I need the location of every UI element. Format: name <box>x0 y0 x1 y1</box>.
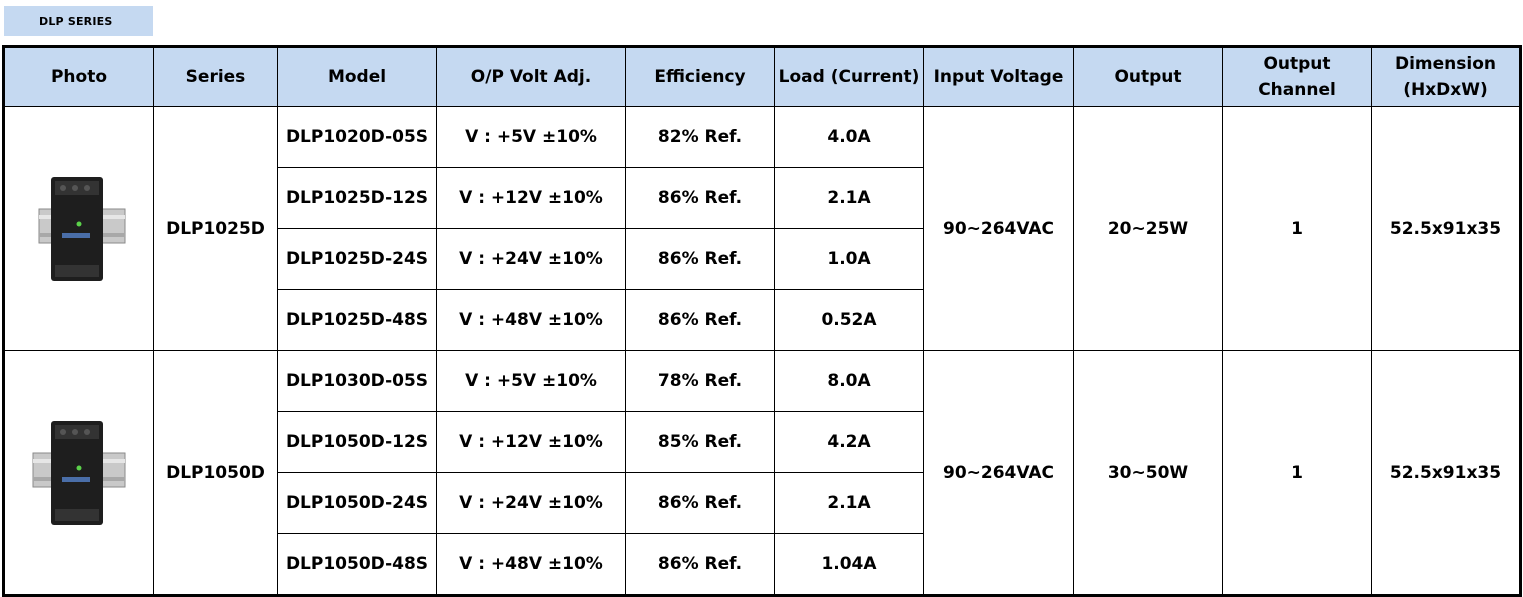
load-cell: 8.0A <box>774 350 924 412</box>
load-cell: 0.52A <box>774 289 924 351</box>
dimension-cell: 52.5x91x35 <box>1371 106 1521 351</box>
efficiency-cell: 86% Ref. <box>625 289 775 351</box>
product-table-wrapper: Photo Series Model O/P Volt Adj. Efficie… <box>2 45 1522 597</box>
header-output-channel-line1: Output <box>1263 54 1331 74</box>
series-name: DLP1050D <box>153 350 278 596</box>
volt-cell: V : +48V ±10% <box>436 289 626 351</box>
table-row: DLP1025D-48S V : +48V ±10% 86% Ref. 0.52… <box>4 289 1521 351</box>
model-cell: DLP1050D-48S <box>277 533 437 596</box>
efficiency-cell: 78% Ref. <box>625 350 775 412</box>
header-efficiency: Efficiency <box>625 46 775 107</box>
volt-cell: V : +5V ±10% <box>436 106 626 168</box>
model-cell: DLP1025D-12S <box>277 167 437 229</box>
header-dimension: Dimension (HxDxW) <box>1371 46 1521 107</box>
load-cell: 4.0A <box>774 106 924 168</box>
efficiency-cell: 85% Ref. <box>625 411 775 473</box>
input-voltage-cell: 90~264VAC <box>923 106 1074 351</box>
table-row: DLP1025D-12S V : +12V ±10% 86% Ref. 2.1A <box>4 167 1521 229</box>
header-output-channel-line2: Channel <box>1258 80 1336 100</box>
product-photo <box>3 350 154 596</box>
efficiency-cell: 82% Ref. <box>625 106 775 168</box>
table-row: DLP1025D DLP1020D-05S V : +5V ±10% 82% R… <box>3 106 1521 351</box>
efficiency-cell: 86% Ref. <box>625 167 775 229</box>
header-row: Photo Series Model O/P Volt Adj. Efficie… <box>3 46 1521 107</box>
header-photo: Photo <box>3 46 154 107</box>
table-row: DLP1050D-12S V : +12V ±10% 85% Ref. 4.2A <box>4 411 1521 473</box>
header-op-volt: O/P Volt Adj. <box>436 46 626 107</box>
model-cell: DLP1030D-05S <box>277 350 437 412</box>
volt-cell: V : +24V ±10% <box>436 228 626 290</box>
model-cell: DLP1050D-24S <box>277 472 437 534</box>
header-load: Load (Current) <box>774 46 924 107</box>
model-cell: DLP1025D-24S <box>277 228 437 290</box>
channel-cell: 1 <box>1222 106 1372 351</box>
model-cell: DLP1020D-05S <box>277 106 437 168</box>
load-cell: 1.0A <box>774 228 924 290</box>
power-supply-icon <box>38 176 126 281</box>
model-cell: DLP1050D-12S <box>277 411 437 473</box>
efficiency-cell: 86% Ref. <box>625 533 775 596</box>
header-output: Output <box>1073 46 1223 107</box>
efficiency-cell: 86% Ref. <box>625 228 775 290</box>
efficiency-cell: 86% Ref. <box>625 472 775 534</box>
product-photo <box>3 106 154 351</box>
volt-cell: V : +12V ±10% <box>436 167 626 229</box>
header-dimension-line1: Dimension <box>1394 54 1496 74</box>
series-name: DLP1025D <box>153 106 278 351</box>
series-tag: DLP SERIES <box>4 6 153 36</box>
header-input-voltage: Input Voltage <box>923 46 1074 107</box>
model-cell: DLP1025D-48S <box>277 289 437 351</box>
table-row: DLP1025D-24S V : +24V ±10% 86% Ref. 1.0A <box>4 228 1521 290</box>
channel-cell: 1 <box>1222 350 1372 596</box>
power-supply-icon <box>32 420 126 525</box>
dimension-cell: 52.5x91x35 <box>1371 350 1521 596</box>
output-cell: 20~25W <box>1073 106 1223 351</box>
product-table: Photo Series Model O/P Volt Adj. Efficie… <box>2 45 1522 597</box>
load-cell: 2.1A <box>774 472 924 534</box>
load-cell: 2.1A <box>774 167 924 229</box>
header-series: Series <box>153 46 278 107</box>
volt-cell: V : +5V ±10% <box>436 350 626 412</box>
header-dimension-line2: (HxDxW) <box>1403 80 1488 100</box>
load-cell: 1.04A <box>774 533 924 596</box>
volt-cell: V : +24V ±10% <box>436 472 626 534</box>
input-voltage-cell: 90~264VAC <box>923 350 1074 596</box>
load-cell: 4.2A <box>774 411 924 473</box>
table-row: DLP1050D DLP1030D-05S V : +5V ±10% 78% R… <box>3 350 1521 596</box>
volt-cell: V : +12V ±10% <box>436 411 626 473</box>
header-output-channel: Output Channel <box>1222 46 1372 107</box>
volt-cell: V : +48V ±10% <box>436 533 626 596</box>
header-model: Model <box>277 46 437 107</box>
output-cell: 30~50W <box>1073 350 1223 596</box>
